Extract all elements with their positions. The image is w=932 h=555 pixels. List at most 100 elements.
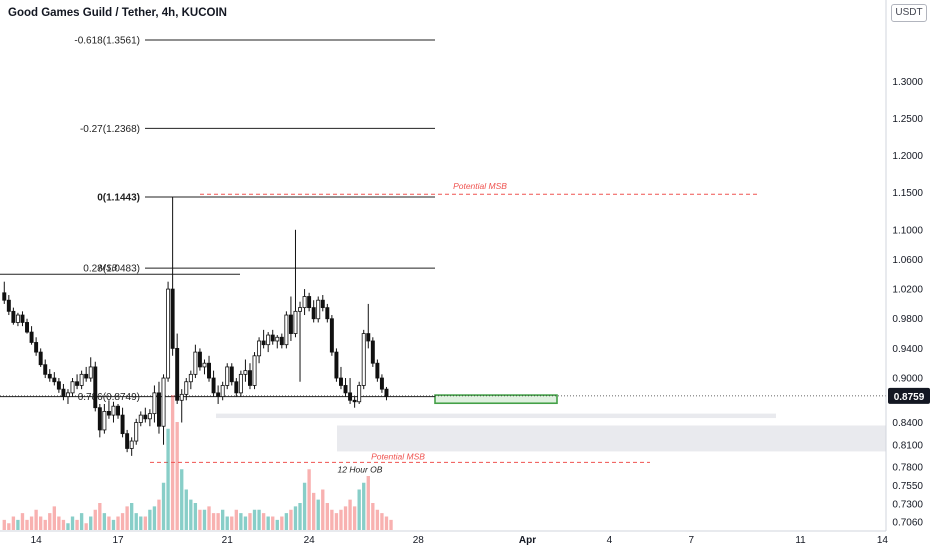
candle[interactable] <box>325 303 330 323</box>
candle[interactable] <box>375 359 380 382</box>
candle[interactable] <box>120 407 125 438</box>
candle-body <box>334 351 339 379</box>
candle[interactable] <box>197 348 202 371</box>
candle[interactable] <box>298 301 303 382</box>
candle[interactable] <box>220 381 225 401</box>
candle[interactable] <box>38 348 43 367</box>
candle[interactable] <box>293 229 298 338</box>
candle[interactable] <box>361 329 366 390</box>
candle[interactable] <box>6 295 11 316</box>
candle[interactable] <box>152 385 157 423</box>
candle[interactable] <box>243 359 248 382</box>
candle[interactable] <box>316 296 321 323</box>
candle[interactable] <box>170 196 175 356</box>
candle[interactable] <box>111 401 116 423</box>
volume-bar <box>357 489 361 530</box>
time-axis[interactable]: 14 17 21 24 28 Apr 4 7 11 14 <box>0 530 932 550</box>
candle[interactable] <box>216 385 221 404</box>
candle[interactable] <box>2 281 7 304</box>
candle[interactable] <box>266 332 271 353</box>
candle[interactable] <box>307 292 312 312</box>
fib-lines-layer: -0.618(1.3561) -0.27(1.2368) 0(1.1443) 0.28… <box>0 35 886 463</box>
candle[interactable] <box>207 355 211 382</box>
candle[interactable] <box>275 335 280 349</box>
candle[interactable] <box>88 357 93 382</box>
candle[interactable] <box>202 359 207 375</box>
candle[interactable] <box>125 429 130 453</box>
volume-bar <box>243 516 248 530</box>
candle[interactable] <box>270 329 275 345</box>
candle[interactable] <box>352 396 357 408</box>
candle[interactable] <box>134 418 139 445</box>
candle[interactable] <box>161 374 166 445</box>
volume-bar <box>384 516 389 530</box>
candle[interactable] <box>348 378 353 404</box>
candle[interactable] <box>138 411 143 427</box>
candle[interactable] <box>15 312 20 327</box>
currency-button[interactable]: USDT <box>891 4 927 22</box>
candle[interactable] <box>193 344 198 379</box>
candle[interactable] <box>102 403 107 434</box>
volume-bar <box>325 503 329 530</box>
candle[interactable] <box>184 378 189 401</box>
candle[interactable] <box>302 289 307 316</box>
candle[interactable] <box>84 366 89 382</box>
volume-bar <box>307 469 311 530</box>
candle[interactable] <box>343 378 348 397</box>
candle[interactable] <box>188 370 193 390</box>
volume-bar <box>362 482 366 530</box>
candle[interactable] <box>284 311 289 349</box>
candle[interactable] <box>156 381 161 434</box>
candle[interactable] <box>257 337 262 364</box>
candle[interactable] <box>279 333 284 349</box>
candle[interactable] <box>147 409 152 427</box>
candle[interactable] <box>357 381 362 404</box>
candle[interactable] <box>252 352 257 390</box>
candle[interactable] <box>61 383 66 401</box>
candle[interactable] <box>370 337 375 367</box>
candle[interactable] <box>79 370 84 390</box>
candle[interactable] <box>261 329 266 349</box>
candle[interactable] <box>116 403 120 419</box>
candle[interactable] <box>47 369 52 382</box>
candle[interactable] <box>175 333 180 404</box>
candle[interactable] <box>75 374 80 390</box>
candle[interactable] <box>93 361 98 412</box>
price-axis[interactable]: 1.3000 1.2500 1.2000 1.1500 1.1000 1.0600 1.02… <box>885 0 932 532</box>
candle[interactable] <box>234 378 239 397</box>
candle[interactable] <box>329 315 334 356</box>
candle[interactable] <box>247 363 252 390</box>
candle[interactable] <box>70 378 75 397</box>
candle[interactable] <box>56 378 61 393</box>
candle[interactable] <box>66 389 70 404</box>
candle[interactable] <box>379 374 384 393</box>
candle[interactable] <box>43 359 48 379</box>
candle[interactable] <box>320 295 325 312</box>
candle[interactable] <box>238 370 243 397</box>
candle[interactable] <box>166 281 171 382</box>
candle[interactable] <box>52 372 57 386</box>
candle[interactable] <box>229 363 234 386</box>
candle[interactable] <box>20 311 25 327</box>
candle[interactable] <box>11 307 16 325</box>
candle[interactable] <box>334 348 339 382</box>
candle[interactable] <box>25 318 30 334</box>
candle[interactable] <box>179 389 184 423</box>
candle[interactable] <box>225 363 230 390</box>
candle[interactable] <box>288 296 293 341</box>
candle[interactable] <box>311 300 316 323</box>
candle[interactable] <box>129 437 134 456</box>
candle-body <box>170 288 175 349</box>
candle[interactable] <box>34 337 39 356</box>
candle[interactable] <box>97 403 102 438</box>
candle[interactable] <box>29 326 34 345</box>
candle[interactable] <box>366 303 371 349</box>
candle[interactable] <box>106 400 111 419</box>
candle[interactable] <box>384 386 389 401</box>
candle[interactable] <box>338 366 343 390</box>
chart-title: Good Games Guild / Tether, 4h, KUCOIN <box>6 7 229 19</box>
candle[interactable] <box>211 370 216 397</box>
candle[interactable] <box>143 407 148 423</box>
